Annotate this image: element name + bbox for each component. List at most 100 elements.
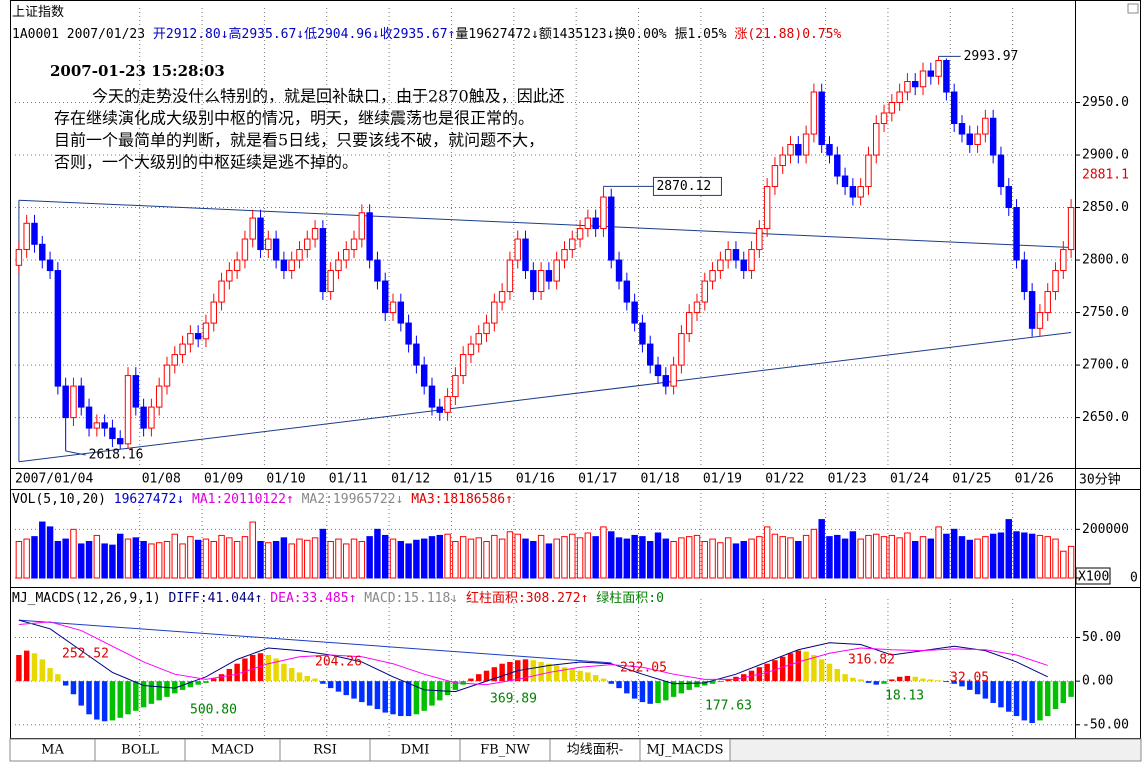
tab[interactable] — [639, 738, 731, 762]
candle-body — [1036, 312, 1044, 329]
candle-body — [54, 270, 62, 387]
volume-bar — [288, 543, 295, 579]
candle-body — [319, 228, 327, 293]
macd-bar — [951, 681, 957, 684]
volume-bar — [1036, 534, 1044, 579]
candle-body — [483, 322, 490, 335]
macd-bar — [577, 670, 583, 682]
candle-body — [576, 228, 584, 240]
macd-bar — [1013, 681, 1020, 717]
volume-bar — [826, 536, 833, 579]
tab-label[interactable]: BOLL — [121, 743, 159, 758]
candle-body — [553, 259, 560, 282]
candle-body — [140, 406, 147, 429]
volume-bar — [927, 538, 935, 579]
candle-body — [233, 259, 241, 272]
macd-bar — [187, 681, 194, 688]
candle-body — [880, 112, 888, 125]
volume-bar — [795, 541, 802, 579]
candle-body — [865, 154, 872, 188]
volume-bar — [194, 539, 202, 579]
tab-label[interactable]: FB_NW — [480, 743, 530, 758]
macd-bar — [351, 681, 357, 699]
candle-body — [405, 322, 412, 345]
candle-body — [132, 375, 140, 408]
volume-bar — [935, 526, 942, 579]
macd-bar — [1068, 681, 1074, 697]
volume-bar — [631, 534, 638, 579]
macd-bar — [569, 668, 576, 682]
x-tick-label: 01/26 — [1015, 472, 1054, 487]
candle-body — [561, 249, 568, 261]
macd-bar — [904, 675, 911, 682]
candle-body — [155, 385, 163, 408]
macd-bar — [390, 681, 396, 715]
macd-bar — [974, 681, 981, 695]
candle-body — [818, 91, 825, 146]
volume-bar — [327, 541, 334, 579]
tab-label[interactable]: MA — [41, 743, 64, 758]
x-tick-label: 01/17 — [578, 472, 617, 487]
tab-label[interactable]: DMI — [401, 743, 430, 758]
candle-body — [452, 375, 459, 398]
tab-label[interactable]: RSI — [313, 743, 337, 758]
area-label: 369.89 — [490, 692, 537, 707]
macd-bar — [444, 681, 451, 696]
macd-bar — [912, 676, 918, 682]
volume-bar — [701, 541, 709, 579]
quote-item: 收2935.67↑ — [380, 27, 456, 42]
macd-bar — [725, 679, 731, 682]
volume-bar — [756, 536, 763, 579]
candle-body — [608, 196, 615, 261]
volume-bar — [452, 541, 459, 579]
legend-item: MA3:18186586↑ — [411, 492, 513, 507]
macd-bar — [483, 670, 490, 682]
macd-bar — [265, 654, 272, 682]
volume-bar — [771, 533, 779, 579]
volume-bar — [233, 541, 241, 579]
volume-bar — [1044, 536, 1051, 579]
volume-legend: VOL(5,10,20) 19627472↓ MA1:20110122↑ MA2… — [12, 492, 513, 507]
macd-bar — [842, 674, 848, 682]
quote-item: 额1435123↓ — [539, 27, 615, 42]
candle-body — [654, 364, 662, 377]
tab-label[interactable]: MJ_MACDS — [647, 743, 724, 758]
volume-bar — [226, 537, 233, 579]
macd-bar — [585, 672, 591, 682]
macd-bar — [296, 672, 303, 682]
candle-body — [888, 102, 896, 114]
y-tick-label: 50.00 — [1082, 630, 1121, 645]
window-icon[interactable] — [1127, 3, 1139, 14]
tab-label[interactable]: MACD — [211, 743, 254, 758]
candle-body — [272, 238, 280, 261]
candle-body — [849, 186, 857, 198]
quote-item: 1A0001 2007/01/23 — [12, 27, 145, 42]
macd-bar — [1021, 681, 1028, 721]
volume-bar — [70, 528, 77, 579]
volume-bar — [109, 544, 116, 579]
macd-legend: MJ_MACDS(12,26,9,1) DIFF:41.044↑ DEA:33.… — [12, 590, 664, 606]
volume-bar — [366, 536, 373, 579]
macd-bar — [818, 659, 825, 682]
macd-bar — [616, 681, 622, 689]
macd-bar — [125, 681, 131, 715]
volume-bar — [654, 532, 662, 579]
candle-body — [491, 301, 498, 324]
macd-line — [18, 621, 1048, 686]
title: 上证指数 — [12, 5, 64, 20]
candle-body — [857, 186, 864, 198]
macd-bar — [249, 654, 256, 682]
volume-bar — [857, 538, 864, 579]
candle-body — [974, 133, 981, 146]
candle-body — [249, 217, 256, 240]
volume-bar — [116, 533, 124, 579]
macd-bar — [47, 668, 53, 682]
volume-bar — [202, 538, 210, 579]
macd-bar — [413, 681, 420, 715]
macd-bar — [133, 681, 139, 711]
volume-bar — [740, 541, 747, 579]
candle-body — [802, 133, 810, 156]
macd-bar — [967, 681, 973, 690]
tab-label[interactable]: 均线面积- — [567, 743, 623, 758]
volume-bar — [849, 531, 857, 579]
